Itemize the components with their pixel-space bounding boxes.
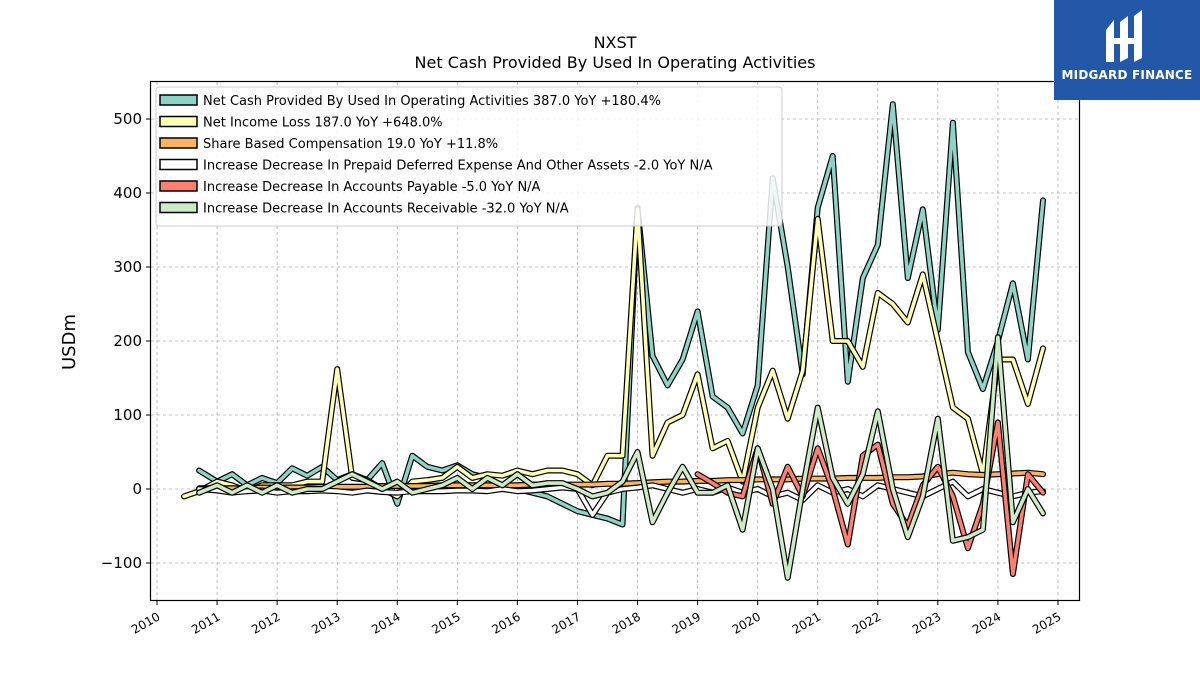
- y-tick-label: 100: [113, 406, 142, 424]
- chart-title: NXST: [594, 33, 637, 52]
- x-tick-label: 2017: [550, 609, 583, 636]
- x-tick-label: 2010: [129, 609, 162, 636]
- legend-swatch: [159, 180, 198, 192]
- legend-label: Net Cash Provided By Used In Operating A…: [203, 94, 661, 109]
- y-tick-label: 300: [113, 258, 142, 276]
- x-tick-label: 2018: [610, 609, 643, 636]
- y-axis-label: USDm: [59, 314, 80, 370]
- y-tick-label: 400: [113, 184, 142, 202]
- legend-swatch: [159, 137, 198, 149]
- x-tick-label: 2012: [249, 609, 282, 636]
- y-tick-label: 500: [113, 110, 142, 128]
- legend-swatch: [159, 201, 198, 214]
- legend: Net Cash Provided By Used In Operating A…: [155, 86, 783, 227]
- legend-label: Share Based Compensation 19.0 YoY +11.8%: [203, 137, 498, 152]
- series-line: [182, 207, 1045, 499]
- y-tick-label: 200: [113, 332, 142, 350]
- x-tick-label: 2014: [369, 609, 402, 636]
- x-tick-label: 2023: [910, 609, 943, 636]
- legend-swatch: [159, 115, 198, 128]
- x-tick-label: 2011: [189, 609, 222, 636]
- x-tick-label: 2021: [790, 609, 823, 636]
- x-tick-label: 2016: [489, 609, 522, 636]
- series-line: [197, 479, 1045, 517]
- x-tick-label: 2024: [970, 609, 1003, 636]
- legend-label: Increase Decrease In Accounts Receivable…: [203, 202, 569, 217]
- x-tick-label: 2013: [309, 609, 342, 636]
- legend-label: Net Income Loss 187.0 YoY +648.0%: [203, 116, 443, 131]
- x-tick-label: 2019: [670, 609, 703, 636]
- logo-text: MIDGARD FINANCE: [1061, 68, 1193, 82]
- midgard-finance-logo: MIDGARD FINANCE: [1054, 0, 1200, 100]
- x-tick-label: 2020: [730, 609, 763, 636]
- logo-mark-icon: [1106, 10, 1142, 62]
- legend-swatch: [159, 94, 198, 106]
- legend-swatch: [159, 158, 198, 171]
- series-line: [197, 335, 1045, 580]
- legend-label: Increase Decrease In Accounts Payable -5…: [203, 180, 541, 195]
- legend-box: [155, 86, 783, 227]
- y-tick-label: −100: [101, 554, 142, 572]
- x-tick-label: 2025: [1030, 609, 1063, 636]
- y-tick-label: 0: [132, 480, 142, 498]
- series-lines: [181, 101, 1046, 581]
- x-tick-label: 2015: [429, 609, 462, 636]
- x-tick-label: 2022: [850, 609, 883, 636]
- legend-label: Increase Decrease In Prepaid Deferred Ex…: [203, 159, 713, 174]
- chart-subtitle: Net Cash Provided By Used In Operating A…: [415, 53, 816, 72]
